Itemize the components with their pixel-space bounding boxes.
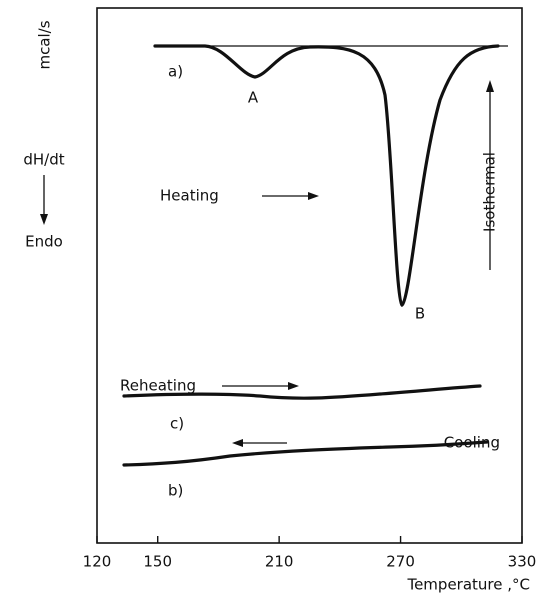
arrowhead — [308, 192, 319, 200]
curve-label: c) — [170, 415, 184, 433]
x-tick-label: 210 — [265, 553, 294, 571]
y-unit: mcal/s — [36, 20, 54, 69]
curve-label: a) — [168, 63, 183, 81]
curve-c — [122, 384, 482, 400]
x-axis-label: Temperature ,°C — [406, 576, 530, 594]
annotation: Heating — [160, 187, 219, 205]
annotation: Cooling — [444, 434, 500, 452]
peak-label: B — [415, 305, 425, 323]
arrowhead — [232, 439, 243, 447]
x-tick-label: 120 — [83, 553, 112, 571]
arrowhead — [288, 382, 299, 390]
curve-label: b) — [168, 482, 183, 500]
curve-b — [122, 440, 489, 467]
curve-a — [153, 44, 500, 307]
x-tick-label: 270 — [386, 553, 415, 571]
x-tick-label: 330 — [508, 553, 537, 571]
arrowhead — [486, 80, 494, 92]
peak-label: A — [248, 89, 259, 107]
plot-frame — [96, 7, 523, 544]
y-arrowhead — [40, 214, 48, 225]
y-quantity: dH/dt — [23, 151, 64, 169]
annotation: Reheating — [120, 377, 196, 395]
x-tick-label: 150 — [143, 553, 172, 571]
y-direction: Endo — [25, 233, 63, 251]
